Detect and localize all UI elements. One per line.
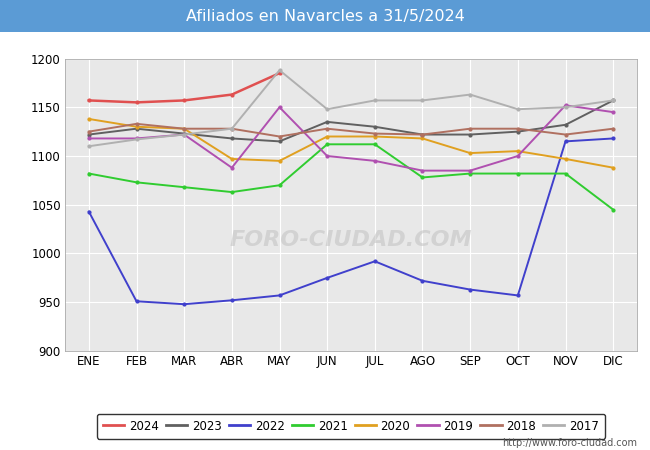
Text: FORO-CIUDAD.COM: FORO-CIUDAD.COM (229, 230, 473, 250)
Legend: 2024, 2023, 2022, 2021, 2020, 2019, 2018, 2017: 2024, 2023, 2022, 2021, 2020, 2019, 2018… (97, 414, 605, 439)
Text: Afiliados en Navarcles a 31/5/2024: Afiliados en Navarcles a 31/5/2024 (185, 9, 465, 24)
Text: http://www.foro-ciudad.com: http://www.foro-ciudad.com (502, 438, 637, 448)
